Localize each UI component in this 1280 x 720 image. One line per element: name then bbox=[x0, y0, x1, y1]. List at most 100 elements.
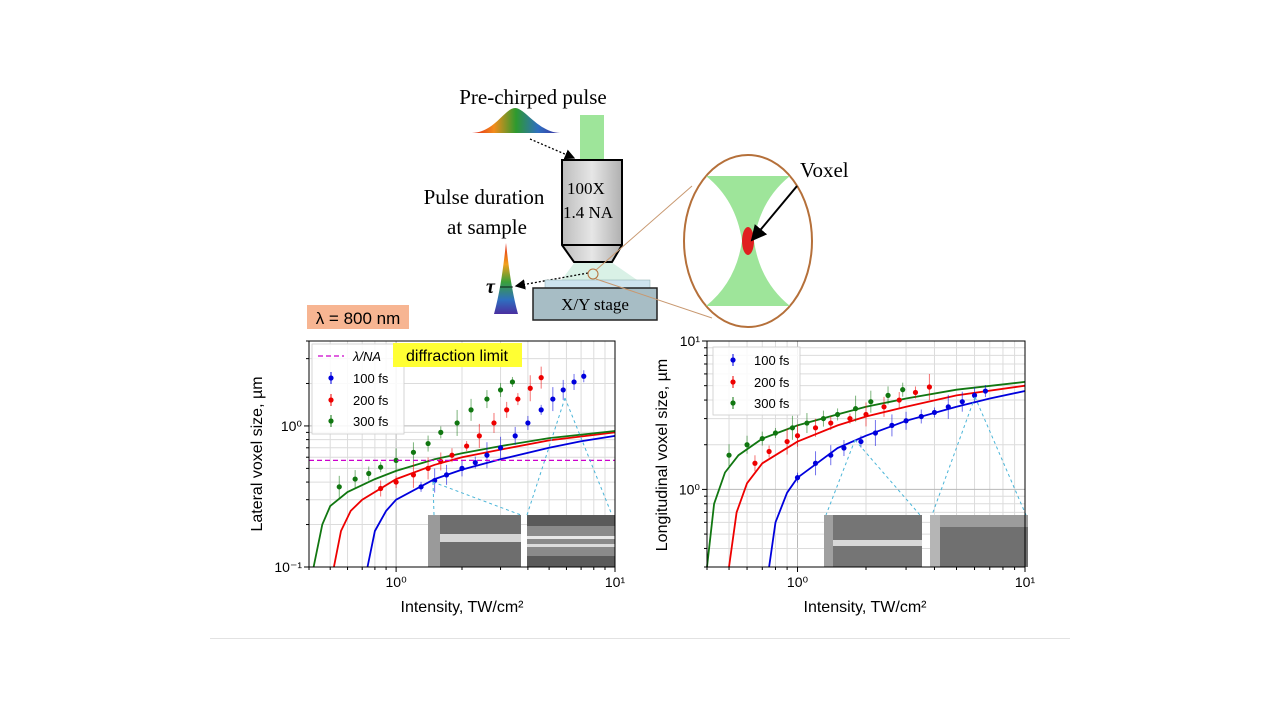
data-point-300fs bbox=[509, 379, 516, 385]
data-point-300fs bbox=[726, 452, 732, 458]
data-point-200fs bbox=[863, 411, 869, 418]
sem-insets-lateral bbox=[428, 397, 615, 567]
data-point-200fs bbox=[766, 448, 772, 455]
chart-longitudinal-ticks: 10⁰ 10¹ 10⁰ 10¹ bbox=[679, 333, 1036, 590]
data-point-100fs bbox=[841, 445, 847, 451]
chart-longitudinal-legend: 100 fs 200 fs 300 fs bbox=[712, 346, 801, 416]
data-point-100fs bbox=[484, 452, 490, 458]
zoom-line-bottom bbox=[595, 278, 713, 319]
data-point-300fs bbox=[410, 449, 417, 455]
y-tick-label: 10⁰ bbox=[281, 418, 303, 434]
data-point-200fs bbox=[538, 375, 544, 381]
data-point-300fs bbox=[378, 464, 384, 470]
sample-arrow bbox=[514, 272, 589, 290]
tau-symbol: τ bbox=[486, 276, 496, 298]
legend-200fs: 200 fs bbox=[353, 393, 389, 408]
data-point-200fs bbox=[784, 438, 790, 445]
data-point-200fs bbox=[847, 415, 853, 422]
setup-schematic: Pre-chirped pulse 100X 1.4 NA Pulse dura… bbox=[307, 85, 849, 329]
data-point-300fs bbox=[366, 470, 372, 477]
beam-cone bbox=[560, 262, 640, 282]
data-point-100fs bbox=[538, 407, 544, 413]
chart-longitudinal: 10⁰ 10¹ 10⁰ 10¹ Intensity, TW/cm² Longitudi… bbox=[654, 333, 1035, 616]
data-point-100fs bbox=[982, 388, 989, 394]
data-point-200fs bbox=[476, 433, 482, 439]
legend-limit-label: λ/NA bbox=[352, 349, 381, 364]
chart-longitudinal-points bbox=[726, 373, 989, 483]
xy-stage bbox=[532, 287, 658, 321]
data-point-200fs bbox=[449, 452, 455, 458]
y-tick-label: 10⁻¹ bbox=[274, 559, 302, 575]
chart-lateral-xlabel: Intensity, TW/cm² bbox=[401, 599, 525, 616]
data-point-100fs bbox=[418, 484, 424, 490]
data-point-200fs bbox=[926, 384, 933, 390]
pulse-label: Pre-chirped pulse bbox=[459, 85, 607, 109]
data-point-100fs bbox=[903, 418, 909, 424]
sample-slide bbox=[544, 279, 651, 289]
x-tick-label: 10¹ bbox=[1015, 574, 1036, 590]
pulse-arrow bbox=[529, 138, 576, 160]
x-tick-label: 10⁰ bbox=[787, 574, 809, 590]
data-point-200fs bbox=[393, 479, 399, 485]
data-point-300fs bbox=[484, 396, 490, 402]
data-point-100fs bbox=[443, 472, 450, 478]
data-point-100fs bbox=[472, 459, 478, 466]
data-point-300fs bbox=[744, 442, 750, 448]
data-point-300fs bbox=[454, 420, 460, 426]
data-point-200fs bbox=[527, 385, 533, 391]
legend-100fs: 100 fs bbox=[353, 371, 389, 386]
duration-label-1: Pulse duration bbox=[424, 185, 545, 209]
data-point-200fs bbox=[515, 396, 521, 402]
data-point-100fs bbox=[571, 379, 577, 385]
data-point-200fs bbox=[912, 389, 919, 396]
objective-lens: 100X 1.4 NA bbox=[561, 159, 623, 263]
data-point-200fs bbox=[828, 420, 834, 426]
data-point-100fs bbox=[525, 420, 531, 426]
data-point-200fs bbox=[438, 458, 444, 465]
data-point-300fs bbox=[852, 406, 859, 412]
data-point-200fs bbox=[812, 425, 819, 431]
data-point-300fs bbox=[885, 392, 891, 398]
data-point-300fs bbox=[868, 399, 874, 405]
data-point-100fs bbox=[512, 433, 518, 439]
voxel-arrow bbox=[750, 185, 798, 242]
data-point-300fs bbox=[438, 429, 444, 435]
legend-300fs: 300 fs bbox=[353, 414, 389, 429]
data-point-100fs bbox=[918, 413, 924, 420]
data-point-300fs bbox=[336, 484, 342, 490]
legend2-300fs: 300 fs bbox=[754, 396, 790, 411]
data-point-300fs bbox=[468, 407, 474, 413]
voxel-label: Voxel bbox=[800, 158, 849, 182]
data-point-100fs bbox=[581, 373, 587, 379]
data-point-300fs bbox=[834, 411, 841, 418]
data-point-300fs bbox=[820, 415, 827, 422]
sem-insets-longitudinal bbox=[824, 396, 1028, 567]
data-point-100fs bbox=[872, 430, 879, 436]
data-point-200fs bbox=[491, 420, 497, 426]
data-point-200fs bbox=[464, 443, 470, 449]
chirped-pulse-icon bbox=[472, 108, 560, 133]
wavelength-label: λ = 800 nm bbox=[316, 309, 401, 328]
data-point-100fs bbox=[945, 404, 951, 410]
diffraction-limit-label: diffraction limit bbox=[406, 348, 509, 365]
data-point-300fs bbox=[425, 440, 431, 447]
data-point-100fs bbox=[931, 409, 938, 416]
data-point-100fs bbox=[858, 438, 864, 445]
data-point-200fs bbox=[504, 407, 510, 413]
data-point-300fs bbox=[900, 387, 906, 393]
data-point-300fs bbox=[352, 476, 358, 482]
focus-marker bbox=[587, 268, 599, 280]
chart-lateral-legend: λ/NA 100 fs 200 fs 300 fs bbox=[311, 343, 405, 435]
data-point-300fs bbox=[772, 430, 779, 436]
stage-label: X/Y stage bbox=[561, 295, 629, 314]
chart-longitudinal-ylabel: Longitudinal voxel size, µm bbox=[654, 359, 671, 551]
objective-na: 1.4 NA bbox=[563, 203, 614, 222]
pulse-duration-icon bbox=[494, 243, 518, 314]
data-point-300fs bbox=[759, 435, 765, 442]
chart-lateral-ylabel: Lateral voxel size, µm bbox=[249, 376, 266, 531]
data-point-100fs bbox=[889, 422, 895, 428]
laser-beam bbox=[580, 115, 604, 160]
chart-lateral-ticks: 10⁰ 10¹ 10⁻¹ 10⁰ bbox=[274, 340, 625, 590]
chart-lateral: 10⁰ 10¹ 10⁻¹ 10⁰ Intensity, TW/cm² Lateral … bbox=[249, 340, 625, 616]
fit-curve-200fs bbox=[728, 384, 1026, 568]
